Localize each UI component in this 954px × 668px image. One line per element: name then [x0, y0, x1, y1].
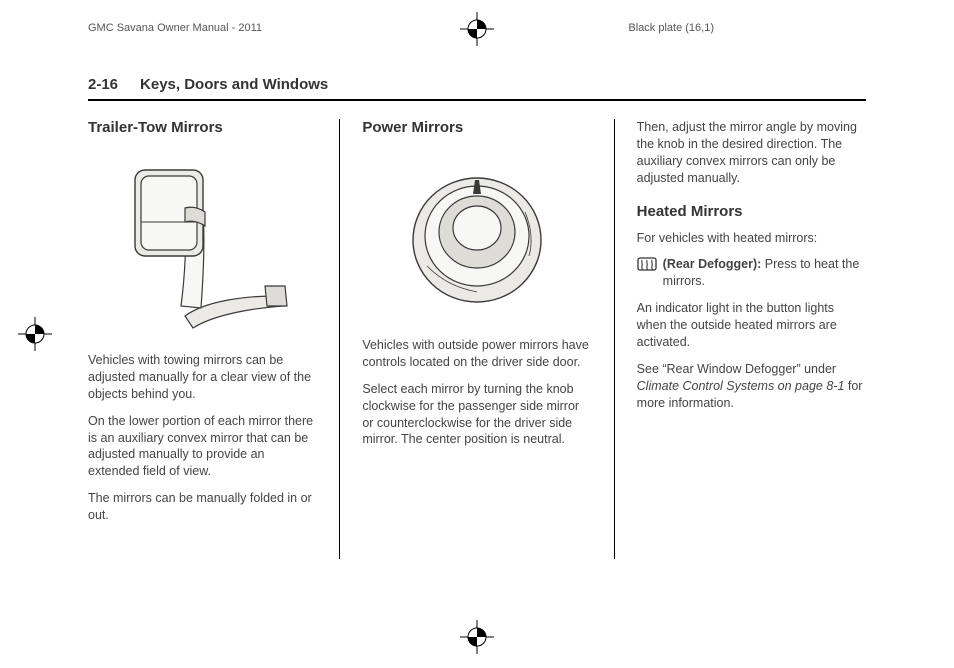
col2-p1: Vehicles with outside power mirrors have…	[362, 337, 591, 371]
col1-p3: The mirrors can be manually folded in or…	[88, 490, 317, 524]
column-separator-1	[339, 119, 340, 559]
page-header: 2-16 Keys, Doors and Windows	[88, 76, 866, 101]
col3-defogger-line: (Rear Defogger): Press to heat the mirro…	[637, 256, 866, 290]
print-header: GMC Savana Owner Manual - 2011 Black pla…	[0, 22, 954, 34]
col3-defogger-text: (Rear Defogger): Press to heat the mirro…	[663, 256, 866, 290]
col2-heading: Power Mirrors	[362, 119, 591, 136]
col1-heading: Trailer-Tow Mirrors	[88, 119, 317, 136]
rear-defogger-icon	[637, 257, 657, 276]
power-mirror-knob-figure	[362, 156, 591, 321]
col3-heading: Heated Mirrors	[637, 203, 866, 220]
column-2: Power Mirrors Vehicles with outside powe…	[362, 119, 591, 559]
col3-p4a: See “Rear Window Defogger” under	[637, 362, 836, 376]
col1-p1: Vehicles with towing mirrors can be adju…	[88, 352, 317, 403]
column-1: Trailer-Tow Mirrors Vehicles with towing	[88, 119, 317, 559]
page-number: 2-16	[88, 76, 118, 93]
header-right-text: Black plate (16,1)	[628, 22, 714, 34]
column-separator-2	[614, 119, 615, 559]
page-title: Keys, Doors and Windows	[140, 76, 328, 93]
col3-p4b: Climate Control Systems on page 8-1	[637, 379, 845, 393]
col2-p2: Select each mirror by turning the knob c…	[362, 381, 591, 449]
defogger-label: (Rear Defogger):	[663, 257, 762, 271]
col3-p3: An indicator light in the button lights …	[637, 300, 866, 351]
columns: Trailer-Tow Mirrors Vehicles with towing	[88, 119, 866, 559]
col3-p2: For vehicles with heated mirrors:	[637, 230, 866, 247]
col1-p2: On the lower portion of each mirror ther…	[88, 413, 317, 481]
col3-p1: Then, adjust the mirror angle by moving …	[637, 119, 866, 187]
trailer-tow-mirror-figure	[88, 156, 317, 336]
column-3: Then, adjust the mirror angle by moving …	[637, 119, 866, 559]
page-content: 2-16 Keys, Doors and Windows Trailer-Tow…	[88, 76, 866, 559]
col3-p4: See “Rear Window Defogger” under Climate…	[637, 361, 866, 412]
registration-mark-left	[18, 317, 52, 351]
header-left-text: GMC Savana Owner Manual - 2011	[88, 22, 262, 34]
registration-mark-bottom	[460, 620, 494, 654]
